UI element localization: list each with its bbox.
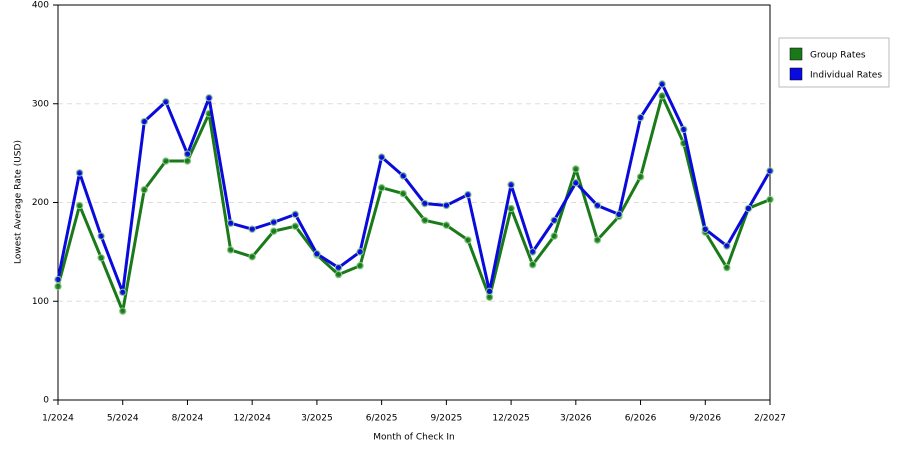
x-tick-label: 3/2026 <box>560 414 592 424</box>
point <box>54 282 62 291</box>
point <box>75 201 84 210</box>
x-tick-label: 1/2024 <box>42 414 74 424</box>
x-tick-label: 9/2026 <box>689 414 721 424</box>
point <box>528 248 537 256</box>
point <box>442 221 451 229</box>
point <box>140 117 149 126</box>
point <box>75 169 84 177</box>
point <box>550 232 558 240</box>
y-tick-label: 200 <box>32 198 49 208</box>
point <box>572 179 580 187</box>
series-line <box>56 82 772 294</box>
point <box>377 183 386 192</box>
x-tick-label: 2/2027 <box>754 414 786 424</box>
point <box>140 185 149 194</box>
series-line <box>56 94 771 313</box>
point <box>421 216 429 224</box>
point <box>464 236 472 244</box>
y-tick-label: 400 <box>32 1 49 11</box>
point <box>723 242 731 250</box>
x-tick-label: 6/2026 <box>625 414 657 424</box>
x-tick-label: 12/2024 <box>233 414 271 424</box>
point <box>313 250 321 258</box>
point <box>226 219 235 227</box>
point <box>572 165 580 173</box>
point <box>97 254 105 262</box>
point <box>723 263 731 272</box>
point <box>593 201 602 210</box>
x-tick-label: 9/2025 <box>431 414 463 424</box>
point <box>550 216 558 224</box>
point <box>679 125 688 134</box>
point <box>183 157 192 165</box>
point <box>421 199 429 208</box>
point <box>507 204 515 213</box>
point <box>658 92 666 100</box>
point <box>291 222 300 230</box>
point <box>658 80 666 88</box>
point <box>205 94 213 102</box>
legend-label: Individual Rates <box>810 71 882 81</box>
point <box>442 201 451 210</box>
legend-swatch <box>789 47 803 61</box>
point <box>291 210 300 219</box>
point <box>270 218 278 226</box>
point <box>183 150 192 158</box>
point <box>162 98 170 106</box>
legend-swatch <box>789 67 803 81</box>
point <box>766 195 774 204</box>
point <box>54 275 62 284</box>
point <box>270 227 278 235</box>
point <box>356 262 364 270</box>
point <box>119 288 127 297</box>
x-tick-label: 12/2025 <box>492 414 529 424</box>
point <box>399 172 407 180</box>
point <box>377 153 386 161</box>
x-tick-label: 6/2025 <box>366 414 398 424</box>
point <box>399 189 407 198</box>
point <box>97 232 105 240</box>
point <box>528 261 537 269</box>
point <box>464 190 472 199</box>
point <box>248 253 256 261</box>
point <box>615 210 623 219</box>
y-tick-label: 0 <box>43 396 49 406</box>
point <box>162 157 170 165</box>
point <box>356 248 364 256</box>
point <box>226 246 235 254</box>
x-tick-label: 3/2025 <box>301 414 333 424</box>
x-tick-label: 8/2024 <box>172 414 204 424</box>
x-tick-label: 5/2024 <box>107 414 139 424</box>
point <box>334 270 343 279</box>
point <box>636 173 645 181</box>
point <box>636 113 645 122</box>
x-axis-label: Month of Check In <box>373 433 455 443</box>
legend-label: Group Rates <box>810 51 866 61</box>
point <box>248 225 256 233</box>
point <box>119 307 127 315</box>
point <box>334 263 343 272</box>
y-tick-label: 300 <box>32 99 49 109</box>
point <box>744 204 753 213</box>
point <box>507 181 515 189</box>
point <box>766 167 774 175</box>
y-axis-label: Lowest Average Rate (USD) <box>14 140 24 264</box>
point <box>485 287 494 296</box>
point <box>593 236 602 244</box>
point <box>701 225 709 233</box>
y-tick-label: 100 <box>32 297 49 307</box>
